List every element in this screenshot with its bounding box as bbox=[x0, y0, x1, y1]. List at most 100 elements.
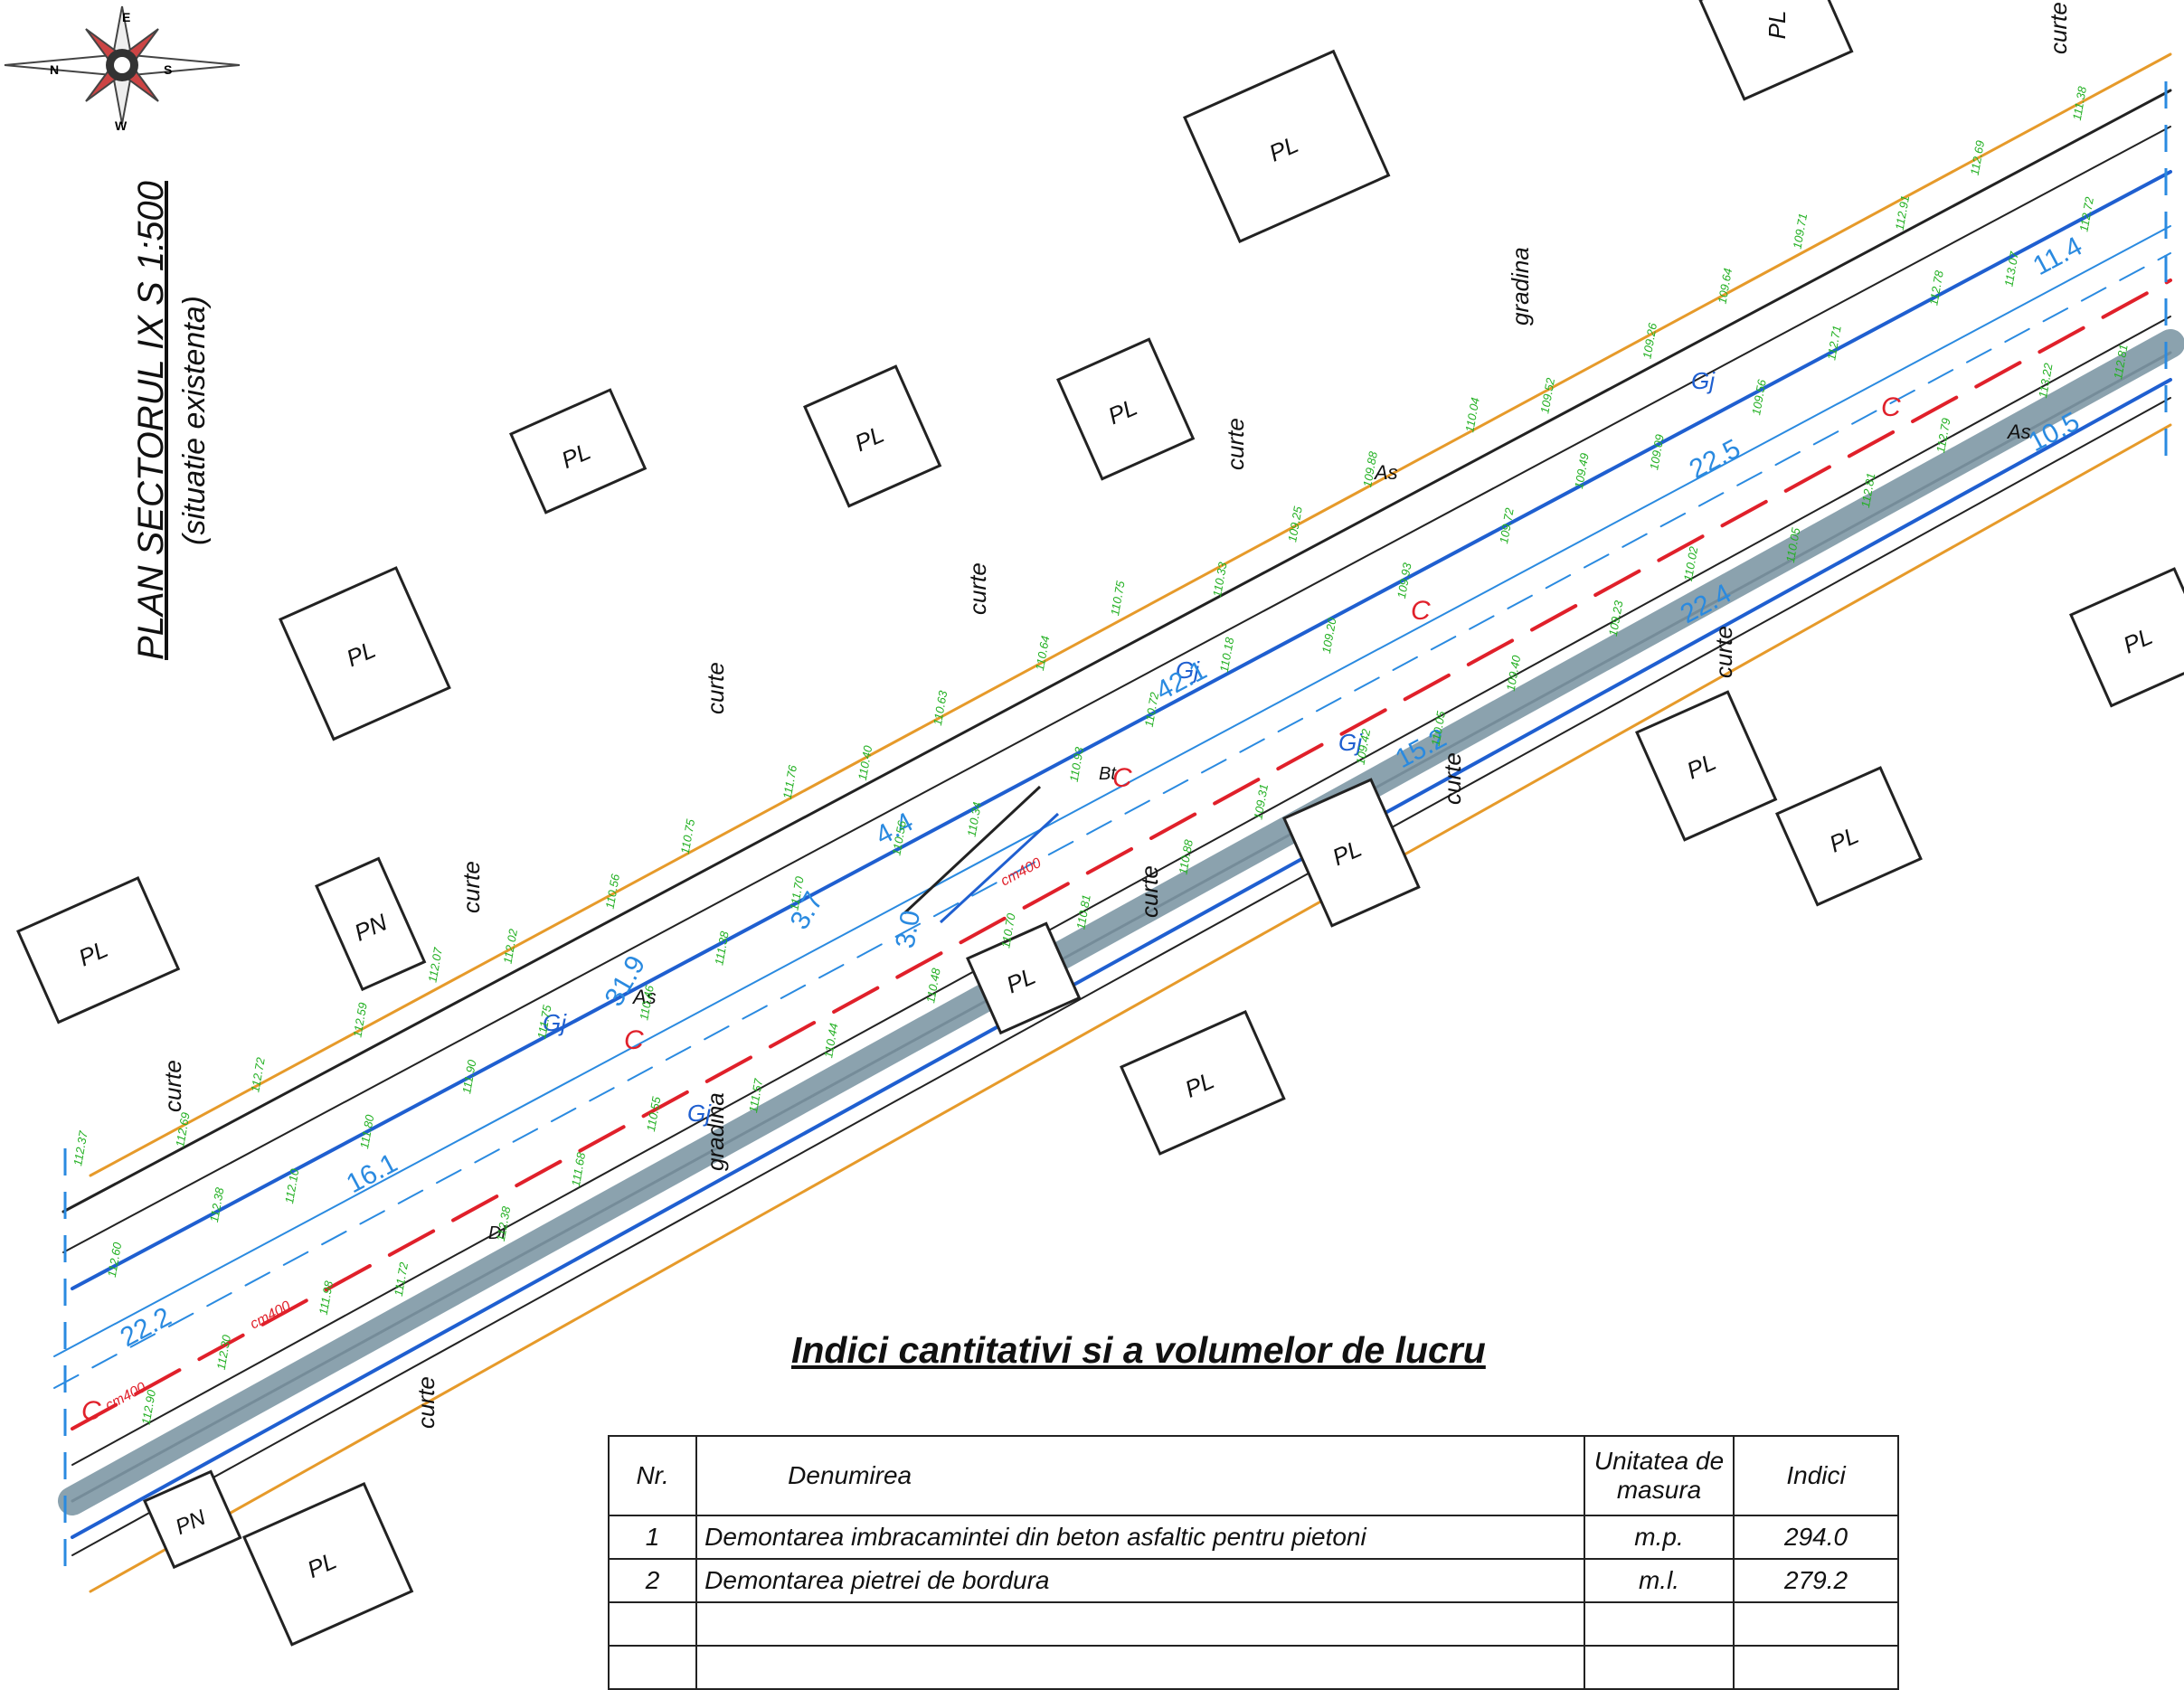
parcel: PL bbox=[1056, 337, 1196, 481]
elevation-value: 111.80 bbox=[357, 1113, 376, 1150]
parcel: PL bbox=[803, 364, 942, 508]
parcel: PL bbox=[1635, 690, 1778, 842]
elevation-value: 110.33 bbox=[1210, 561, 1230, 599]
sidewalk-band bbox=[58, 329, 2184, 1515]
elevation-value: 109.23 bbox=[1606, 599, 1626, 637]
sheet-title-sub: (situatie existenta) bbox=[177, 296, 212, 545]
elevation-value: 112.90 bbox=[139, 1388, 159, 1426]
elevation-value: 110.04 bbox=[1462, 396, 1482, 433]
dimension-value: 16.1 bbox=[342, 1148, 402, 1200]
elevation-value: 112.07 bbox=[425, 946, 445, 984]
parcel: PL bbox=[279, 566, 451, 741]
elevation-value: 110.34 bbox=[965, 801, 985, 838]
elevation-value: 112.78 bbox=[1926, 269, 1946, 307]
yard-label: curte bbox=[159, 1060, 186, 1112]
elevation-value: 110.55 bbox=[644, 1095, 664, 1133]
elevation-value: 112.81 bbox=[1858, 472, 1878, 509]
elevation-labels: 112.37 112.60 112.90 112.69 112.38 112.30 112.… bbox=[71, 85, 2131, 1426]
compass-letter-e: E bbox=[122, 10, 130, 24]
elevation-value: 112.69 bbox=[1968, 139, 1988, 176]
table-row: 2 Demontarea pietrei de bordura m.l. 279… bbox=[607, 1558, 1899, 1603]
svg-text:Gj: Gj bbox=[1691, 367, 1716, 394]
elevation-value: 110.72 bbox=[1142, 691, 1162, 729]
elevation-value: 109.72 bbox=[1497, 506, 1517, 545]
elevation-value: 111.38 bbox=[712, 930, 731, 967]
compass-letter-s: S bbox=[164, 62, 172, 77]
elevation-value: 109.64 bbox=[1716, 267, 1735, 305]
parcel: PN bbox=[143, 1469, 242, 1570]
sheet-title: PLAN SECTORUL IX S 1:500 (situatie exist… bbox=[131, 104, 213, 737]
elevation-value: 112.30 bbox=[214, 1333, 234, 1371]
elevation-value: 109.09 bbox=[1647, 433, 1667, 471]
elevation-value: 109.56 bbox=[1749, 378, 1769, 417]
svg-text:Gj: Gj bbox=[1176, 656, 1200, 684]
yard-label: curte bbox=[702, 662, 729, 714]
quantities-heading: Indici cantitativi si a volumelor de luc… bbox=[791, 1329, 1486, 1371]
compass-letter-w: W bbox=[115, 118, 128, 133]
elevation-value: 109.31 bbox=[1251, 783, 1271, 821]
sheet-title-block: PLAN SECTORUL IX S 1:500 (situatie exist… bbox=[0, 0, 212, 814]
garden-label: gradina bbox=[1507, 247, 1534, 326]
yard-label: curte bbox=[412, 1376, 440, 1429]
dimension-value: 11.4 bbox=[2028, 231, 2087, 282]
header-value: Indici bbox=[1733, 1435, 1899, 1516]
elevation-value: 111.90 bbox=[459, 1058, 478, 1095]
elevation-value: 111.76 bbox=[780, 763, 799, 800]
parcel: PL bbox=[1775, 766, 1923, 907]
elevation-value: 110.70 bbox=[998, 911, 1018, 949]
elevation-value: 112.10 bbox=[282, 1167, 302, 1205]
header-unit: Unitatea de masura bbox=[1583, 1435, 1735, 1516]
elevation-value: 110.05 bbox=[1429, 710, 1449, 748]
yard-label: curte bbox=[1136, 865, 1163, 918]
elevation-value: 110.48 bbox=[923, 967, 943, 1005]
elevation-value: 111.57 bbox=[746, 1077, 765, 1114]
elevation-value: 110.75 bbox=[678, 817, 698, 855]
table-row bbox=[607, 1601, 1899, 1647]
elevation-value: 110.44 bbox=[821, 1022, 841, 1059]
elevation-value: 109.71 bbox=[1791, 212, 1811, 250]
di-label: Di bbox=[488, 1223, 506, 1243]
elevation-value: 109.49 bbox=[1572, 452, 1592, 490]
elevation-value: 112.38 bbox=[494, 1204, 514, 1242]
elevation-value: 109.93 bbox=[1395, 562, 1414, 600]
compass-rose-icon: N E S W bbox=[4, 5, 241, 133]
asphalt-label: As bbox=[2006, 420, 2031, 443]
bt-label: Bt bbox=[1099, 764, 1117, 784]
elevation-value: 110.02 bbox=[1681, 544, 1701, 582]
elevation-value: 110.63 bbox=[931, 689, 950, 727]
svg-text:C: C bbox=[1112, 763, 1132, 793]
garden-label: gradina bbox=[702, 1092, 729, 1171]
elevation-value: 110.18 bbox=[1217, 636, 1237, 674]
elevation-value: 110.46 bbox=[637, 984, 657, 1022]
svg-text:C: C bbox=[1411, 596, 1431, 626]
sheet-title-main: PLAN SECTORUL IX S 1:500 bbox=[131, 181, 171, 660]
elevation-value: 109.25 bbox=[1285, 505, 1305, 543]
elevation-value: 111.70 bbox=[787, 874, 806, 911]
elevation-value: 112.71 bbox=[1824, 325, 1844, 362]
elevation-value: 112.60 bbox=[105, 1241, 125, 1279]
sewer-line bbox=[71, 279, 2172, 1430]
elevation-value: 112.69 bbox=[173, 1111, 193, 1148]
yard-label: curte bbox=[964, 562, 991, 615]
svg-text:Gj: Gj bbox=[687, 1100, 712, 1127]
yard-label: curte bbox=[1710, 626, 1737, 678]
elevation-value: 111.75 bbox=[534, 1003, 553, 1040]
map-labels: curte gradina curte curte curte curte cu… bbox=[159, 2, 2072, 1429]
elevation-value: 112.38 bbox=[207, 1185, 227, 1223]
elevation-value: 112.72 bbox=[2076, 195, 2096, 233]
svg-text:PL: PL bbox=[1763, 11, 1791, 40]
parcel: PL bbox=[1282, 778, 1421, 928]
parcel: PL bbox=[1183, 49, 1391, 244]
elevation-value: 109.40 bbox=[1504, 654, 1524, 693]
elevation-value: 110.88 bbox=[1176, 838, 1196, 876]
elevation-value: 110.05 bbox=[1783, 526, 1803, 564]
elevation-value: 111.68 bbox=[569, 1151, 588, 1188]
parcel: PL bbox=[242, 1482, 414, 1647]
elevation-value: 109.52 bbox=[1537, 376, 1557, 415]
svg-text:C: C bbox=[1881, 392, 1901, 422]
elevation-value: 112.81 bbox=[2111, 344, 2131, 381]
header-name: Denumirea bbox=[695, 1435, 1585, 1516]
parcel: PL bbox=[1698, 0, 1854, 101]
table-row: 1 Demontarea imbracamintei din beton asf… bbox=[607, 1515, 1899, 1560]
